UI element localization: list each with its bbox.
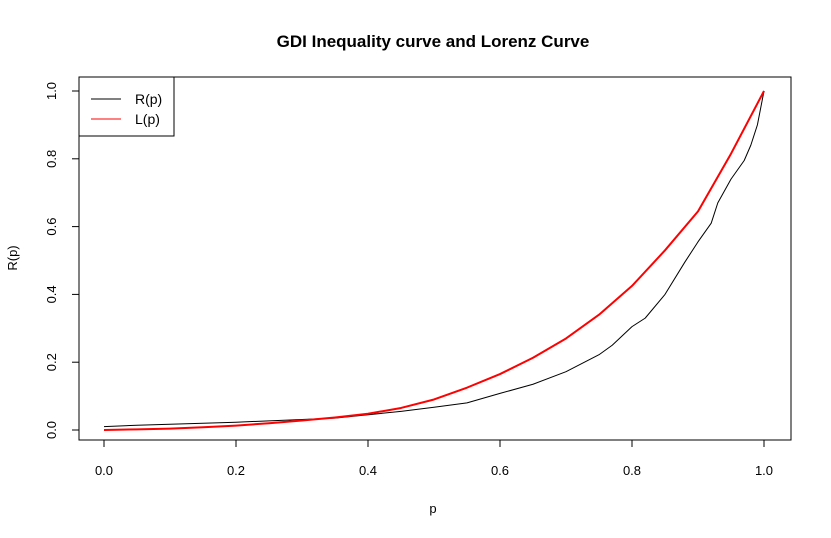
x-tick-label: 0.6 (491, 463, 509, 478)
y-tick-label: 0.4 (44, 285, 59, 303)
y-tick-label: 0.2 (44, 353, 59, 371)
chart-title: GDI Inequality curve and Lorenz Curve (277, 32, 590, 51)
x-tick-label: 0.8 (623, 463, 641, 478)
y-tick-label: 0.8 (44, 150, 59, 168)
x-tick-label: 0.4 (359, 463, 377, 478)
y-tick-label: 0.0 (44, 421, 59, 439)
x-tick-label: 0.2 (227, 463, 245, 478)
x-axis-label: p (429, 501, 436, 516)
legend-label-r: R(p) (135, 91, 162, 107)
series-line-r (103, 90, 765, 428)
y-axis: 0.0 0.2 0.4 0.6 0.8 1.0 (44, 82, 80, 439)
series-layer (103, 90, 765, 431)
y-axis-label: R(p) (5, 245, 20, 270)
legend-box (78, 76, 175, 137)
x-tick-label: 1.0 (755, 463, 773, 478)
legend: R(p) L(p) (78, 76, 175, 137)
legend-label-l: L(p) (135, 111, 160, 127)
plot-frame (78, 76, 792, 441)
x-tick-label: 0.0 (95, 463, 113, 478)
y-tick-label: 1.0 (44, 82, 59, 100)
y-tick-label: 0.6 (44, 218, 59, 236)
x-axis: 0.0 0.2 0.4 0.6 0.8 1.0 (95, 439, 773, 478)
series-line-l (103, 90, 765, 431)
